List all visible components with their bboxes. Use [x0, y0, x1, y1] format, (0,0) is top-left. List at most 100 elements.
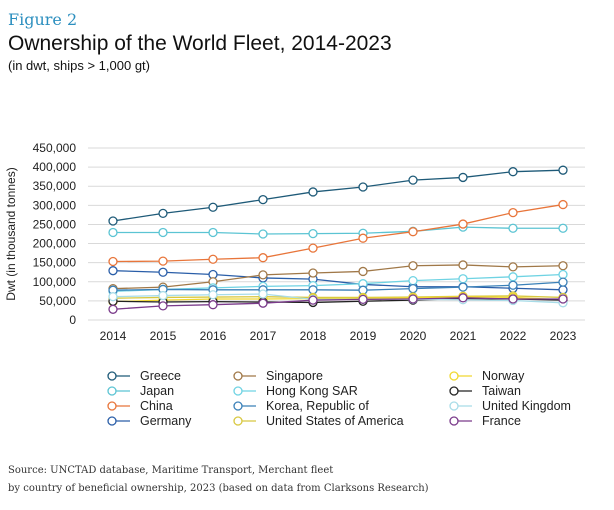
legend-label: Germany	[140, 414, 192, 428]
data-point	[208, 254, 218, 264]
source-note: Source: UNCTAD database, Maritime Transp…	[8, 462, 429, 498]
data-point	[308, 228, 318, 239]
series-line	[112, 270, 564, 291]
data-point	[408, 175, 418, 185]
y-tick-label: 150,000	[33, 256, 77, 270]
legend-label: United Kingdom	[482, 399, 571, 413]
y-tick-label: 400,000	[33, 160, 77, 174]
legend-marker	[449, 416, 459, 426]
legend-marker	[107, 401, 117, 411]
legend-label: Japan	[140, 384, 174, 398]
data-point	[108, 227, 118, 238]
y-tick-label: 200,000	[33, 237, 77, 251]
data-point	[308, 268, 318, 278]
data-point	[408, 294, 418, 304]
data-point	[158, 256, 168, 266]
x-tick-label: 2022	[500, 329, 527, 343]
legend-marker	[107, 386, 117, 396]
source-line-2: by country of beneficial ownership, 2023…	[8, 483, 429, 494]
data-point	[408, 275, 418, 286]
legend-marker	[449, 371, 459, 381]
x-tick-label: 2020	[400, 329, 427, 343]
data-point	[158, 208, 168, 219]
data-point	[308, 187, 318, 197]
series-line	[112, 281, 564, 291]
data-point	[158, 267, 168, 277]
legend-label: Norway	[482, 369, 525, 383]
data-point	[558, 165, 568, 175]
data-point	[408, 261, 418, 271]
data-point	[208, 300, 218, 310]
legend-marker	[233, 416, 243, 426]
legend-marker	[107, 416, 117, 426]
legend-marker	[449, 386, 459, 396]
x-tick-label: 2023	[550, 329, 577, 343]
data-point	[558, 199, 568, 210]
data-point	[108, 304, 118, 314]
data-point	[558, 294, 568, 304]
data-point	[208, 227, 218, 238]
data-point	[158, 227, 168, 238]
y-tick-label: 300,000	[33, 198, 77, 212]
data-point	[308, 285, 318, 295]
series-line	[113, 226, 563, 235]
data-point	[408, 284, 418, 294]
y-tick-label: 50,000	[39, 294, 76, 308]
series-line	[112, 264, 564, 290]
data-point	[258, 229, 268, 239]
legend-label: France	[482, 414, 521, 428]
data-point	[508, 280, 518, 290]
data-point	[358, 233, 368, 243]
x-tick-label: 2015	[150, 329, 177, 343]
data-point	[108, 256, 118, 267]
legend-label: Taiwan	[482, 384, 521, 398]
data-point	[358, 182, 368, 192]
y-tick-label: 0	[69, 313, 76, 327]
data-point	[558, 269, 568, 280]
data-point	[458, 260, 468, 270]
data-point	[508, 272, 518, 282]
data-point	[158, 301, 168, 311]
data-point	[558, 223, 568, 233]
data-point	[508, 223, 518, 233]
data-point	[508, 167, 518, 177]
y-tick-label: 350,000	[33, 179, 77, 193]
series-line	[112, 297, 563, 310]
data-point	[208, 202, 218, 212]
legend-marker	[233, 386, 243, 396]
y-tick-label: 250,000	[33, 217, 77, 231]
x-tick-label: 2017	[250, 329, 277, 343]
legend-label: Korea, Republic of	[266, 399, 369, 413]
y-axis-label: Dwt (in thousand tonnes)	[4, 167, 18, 300]
data-point	[558, 285, 568, 295]
chart-subtitle: (in dwt, ships > 1,000 gt)	[8, 58, 150, 73]
data-point	[458, 293, 468, 303]
legend-label: Singapore	[266, 369, 323, 383]
data-point	[458, 282, 468, 292]
data-point	[108, 266, 118, 276]
data-point	[408, 227, 418, 237]
data-point	[508, 294, 518, 304]
series-line	[112, 273, 564, 292]
data-point	[458, 274, 468, 284]
data-point	[558, 261, 568, 271]
data-point	[258, 270, 268, 280]
data-point	[358, 266, 368, 277]
x-tick-label: 2019	[350, 329, 377, 343]
data-point	[258, 194, 268, 205]
data-point	[308, 295, 318, 305]
legend-label: Greece	[140, 369, 181, 383]
data-point	[508, 262, 518, 272]
data-point	[158, 290, 168, 301]
x-tick-label: 2014	[100, 329, 127, 343]
y-tick-label: 450,000	[33, 141, 77, 155]
data-point	[508, 207, 518, 218]
x-tick-label: 2018	[300, 329, 327, 343]
data-point	[208, 290, 218, 300]
source-line-1: Source: UNCTAD database, Maritime Transp…	[8, 465, 334, 476]
legend-marker	[107, 371, 117, 381]
data-point	[258, 253, 268, 263]
legend-label: United States of America	[266, 414, 404, 428]
data-point	[308, 243, 318, 253]
